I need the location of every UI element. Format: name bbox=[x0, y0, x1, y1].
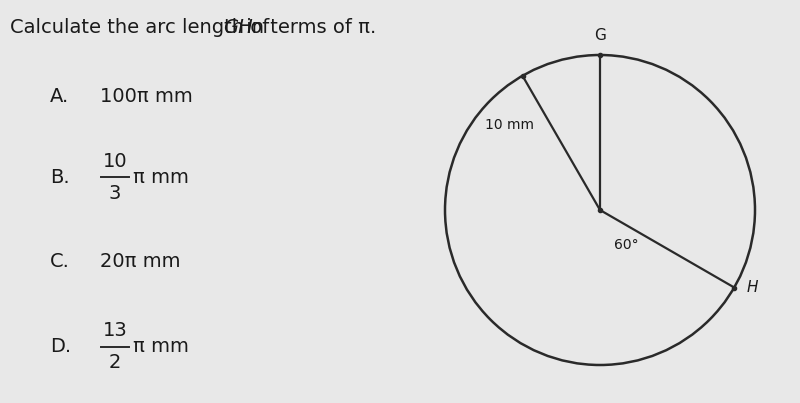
Text: H: H bbox=[746, 280, 758, 295]
Text: Calculate the arc length of: Calculate the arc length of bbox=[10, 18, 275, 37]
Text: G: G bbox=[594, 28, 606, 43]
Text: 20π mm: 20π mm bbox=[100, 252, 181, 272]
Text: π mm: π mm bbox=[133, 337, 189, 356]
Text: 13: 13 bbox=[102, 321, 127, 340]
Text: 2: 2 bbox=[109, 353, 121, 372]
Text: 3: 3 bbox=[109, 184, 121, 203]
Text: C.: C. bbox=[50, 252, 70, 272]
Text: 60°: 60° bbox=[614, 238, 638, 252]
Text: D.: D. bbox=[50, 337, 71, 356]
Text: GH: GH bbox=[222, 18, 253, 37]
Text: π mm: π mm bbox=[133, 168, 189, 187]
Text: A.: A. bbox=[50, 87, 70, 106]
Text: in terms of π.: in terms of π. bbox=[240, 18, 376, 37]
Text: B.: B. bbox=[50, 168, 70, 187]
Text: 100π mm: 100π mm bbox=[100, 87, 193, 106]
Text: 10: 10 bbox=[102, 152, 127, 171]
Text: 10 mm: 10 mm bbox=[485, 118, 534, 132]
